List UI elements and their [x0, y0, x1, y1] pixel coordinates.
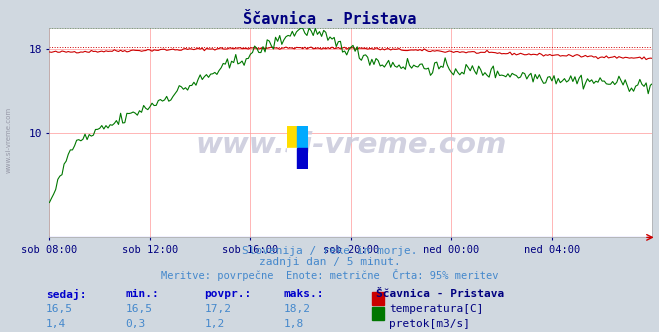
Text: povpr.:: povpr.: — [204, 289, 252, 299]
Bar — [287, 148, 297, 169]
Text: zadnji dan / 5 minut.: zadnji dan / 5 minut. — [258, 257, 401, 267]
Text: 18,2: 18,2 — [283, 304, 310, 314]
Bar — [372, 292, 384, 305]
Text: Slovenija / reke in morje.: Slovenija / reke in morje. — [242, 246, 417, 256]
Bar — [372, 307, 384, 320]
Text: 17,2: 17,2 — [204, 304, 231, 314]
Text: 1,8: 1,8 — [283, 319, 304, 329]
Text: Meritve: povrpečne  Enote: metrične  Črta: 95% meritev: Meritve: povrpečne Enote: metrične Črta:… — [161, 269, 498, 281]
Text: www.si-vreme.com: www.si-vreme.com — [5, 106, 12, 173]
Text: 1,4: 1,4 — [46, 319, 67, 329]
Text: maks.:: maks.: — [283, 289, 324, 299]
Text: pretok[m3/s]: pretok[m3/s] — [389, 319, 470, 329]
Text: 16,5: 16,5 — [46, 304, 73, 314]
Text: www.si-vreme.com: www.si-vreme.com — [195, 131, 507, 159]
Bar — [297, 148, 308, 169]
Text: temperatura[C]: temperatura[C] — [389, 304, 483, 314]
Text: Ščavnica - Pristava: Ščavnica - Pristava — [243, 12, 416, 27]
Text: min.:: min.: — [125, 289, 159, 299]
Bar — [287, 126, 297, 148]
Text: Ščavnica - Pristava: Ščavnica - Pristava — [376, 289, 504, 299]
Text: 0,3: 0,3 — [125, 319, 146, 329]
Text: 16,5: 16,5 — [125, 304, 152, 314]
Bar — [297, 126, 308, 148]
Text: sedaj:: sedaj: — [46, 289, 86, 300]
Text: 1,2: 1,2 — [204, 319, 225, 329]
